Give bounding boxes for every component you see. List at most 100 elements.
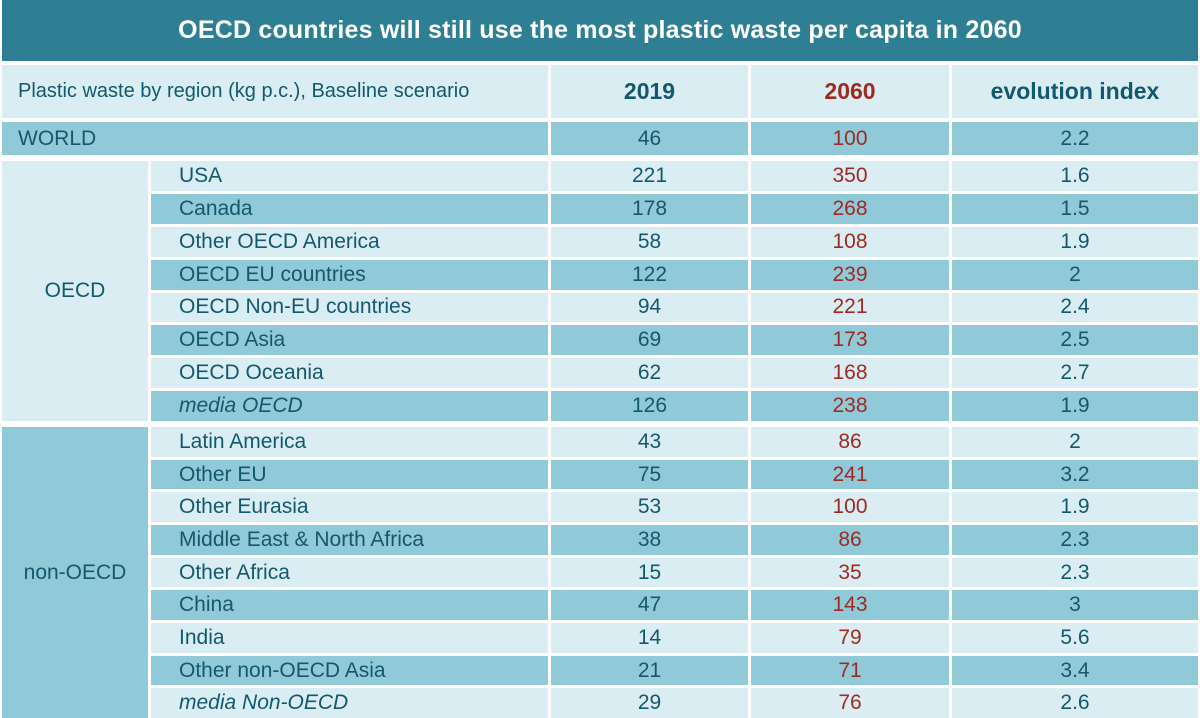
region-label: India (151, 623, 548, 653)
region-label: Latin America (151, 427, 548, 457)
header-evolution-index: evolution index (952, 65, 1198, 118)
value-evolution-index: 2.3 (952, 525, 1198, 555)
header-2019: 2019 (551, 65, 748, 118)
table-row: USA 221 350 1.6 (151, 161, 1198, 191)
world-value-2019: 46 (551, 122, 748, 155)
value-evolution-index: 5.6 (952, 623, 1198, 653)
value-2060: 35 (751, 557, 949, 588)
title-bar: OECD countries will still use the most p… (2, 0, 1198, 61)
value-evolution-index: 2 (952, 427, 1198, 457)
table-row: Middle East & North Africa 38 86 2.3 (151, 525, 1198, 555)
value-evolution-index: 2 (952, 259, 1198, 290)
value-2060: 76 (751, 688, 949, 718)
value-2060: 241 (751, 459, 949, 490)
value-evolution-index: 1.9 (952, 226, 1198, 257)
value-2019: 47 (551, 590, 748, 621)
value-2019: 15 (551, 557, 748, 588)
value-2019: 43 (551, 427, 748, 457)
header-label: Plastic waste by region (kg p.c.), Basel… (2, 65, 548, 118)
region-label: USA (151, 161, 548, 191)
oecd-block: OECD USA 221 350 1.6 Canada 178 268 1.5 … (2, 161, 1198, 421)
table-row: India 14 79 5.6 (151, 623, 1198, 653)
region-label: China (151, 590, 548, 621)
value-2019: 62 (551, 358, 748, 389)
page-title: OECD countries will still use the most p… (178, 16, 1022, 44)
region-label: Canada (151, 193, 548, 224)
region-label: OECD EU countries (151, 259, 548, 290)
header-2060: 2060 (751, 65, 949, 118)
value-2060: 100 (751, 492, 949, 523)
region-label: OECD Oceania (151, 358, 548, 389)
value-evolution-index: 3 (952, 590, 1198, 621)
value-2019: 221 (551, 161, 748, 191)
region-label: Other Eurasia (151, 492, 548, 523)
non-oecd-rows: Latin America 43 86 2 Other EU 75 241 3.… (151, 427, 1198, 718)
table-header-row: Plastic waste by region (kg p.c.), Basel… (2, 65, 1198, 118)
value-2060: 239 (751, 259, 949, 290)
region-label: OECD Non-EU countries (151, 292, 548, 323)
table-row: Canada 178 268 1.5 (151, 193, 1198, 224)
value-2019: 14 (551, 623, 748, 653)
value-2060: 168 (751, 358, 949, 389)
region-label: Other OECD America (151, 226, 548, 257)
region-label: Other EU (151, 459, 548, 490)
table-row: OECD Non-EU countries 94 221 2.4 (151, 292, 1198, 323)
region-label: OECD Asia (151, 325, 548, 356)
table-row: media Non-OECD 29 76 2.6 (151, 688, 1198, 718)
region-label: media Non-OECD (151, 688, 548, 718)
value-evolution-index: 1.9 (952, 391, 1198, 421)
table-row: Latin America 43 86 2 (151, 427, 1198, 457)
value-2060: 350 (751, 161, 949, 191)
world-row: WORLD 46 100 2.2 (2, 122, 1198, 155)
value-2019: 21 (551, 655, 748, 686)
table-row: OECD Oceania 62 168 2.7 (151, 358, 1198, 389)
value-2060: 268 (751, 193, 949, 224)
table-row: Other non-OECD Asia 21 71 3.4 (151, 655, 1198, 686)
value-2019: 126 (551, 391, 748, 421)
oecd-rows: USA 221 350 1.6 Canada 178 268 1.5 Other… (151, 161, 1198, 421)
value-2060: 221 (751, 292, 949, 323)
value-evolution-index: 2.4 (952, 292, 1198, 323)
table-row: media OECD 126 238 1.9 (151, 391, 1198, 421)
value-2060: 86 (751, 427, 949, 457)
value-evolution-index: 2.6 (952, 688, 1198, 718)
table-row: OECD EU countries 122 239 2 (151, 259, 1198, 290)
value-2019: 69 (551, 325, 748, 356)
value-2019: 178 (551, 193, 748, 224)
group-label-non-oecd: non-OECD (2, 427, 148, 718)
region-label: Other non-OECD Asia (151, 655, 548, 686)
value-2019: 38 (551, 525, 748, 555)
value-evolution-index: 3.4 (952, 655, 1198, 686)
table-row: Other Eurasia 53 100 1.9 (151, 492, 1198, 523)
world-label: WORLD (2, 122, 548, 155)
region-label: media OECD (151, 391, 548, 421)
value-evolution-index: 1.5 (952, 193, 1198, 224)
table-row: Other Africa 15 35 2.3 (151, 557, 1198, 588)
value-evolution-index: 1.9 (952, 492, 1198, 523)
world-value-2060: 100 (751, 122, 949, 155)
group-label-oecd: OECD (2, 161, 148, 421)
table-row: OECD Asia 69 173 2.5 (151, 325, 1198, 356)
region-label: Middle East & North Africa (151, 525, 548, 555)
value-evolution-index: 2.3 (952, 557, 1198, 588)
non-oecd-block: non-OECD Latin America 43 86 2 Other EU … (2, 427, 1198, 718)
value-2060: 79 (751, 623, 949, 653)
value-evolution-index: 2.5 (952, 325, 1198, 356)
value-2019: 53 (551, 492, 748, 523)
value-2060: 238 (751, 391, 949, 421)
table-row: Other OECD America 58 108 1.9 (151, 226, 1198, 257)
value-2019: 122 (551, 259, 748, 290)
value-evolution-index: 1.6 (952, 161, 1198, 191)
value-2019: 58 (551, 226, 748, 257)
value-2060: 71 (751, 655, 949, 686)
region-label: Other Africa (151, 557, 548, 588)
world-value-evolution-index: 2.2 (952, 122, 1198, 155)
value-2060: 108 (751, 226, 949, 257)
value-2019: 29 (551, 688, 748, 718)
value-evolution-index: 3.2 (952, 459, 1198, 490)
value-2060: 86 (751, 525, 949, 555)
value-2060: 143 (751, 590, 949, 621)
value-2060: 173 (751, 325, 949, 356)
table-row: Other EU 75 241 3.2 (151, 459, 1198, 490)
